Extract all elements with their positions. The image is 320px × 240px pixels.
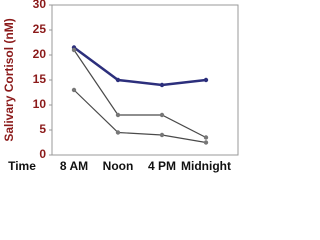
page: Salivary Cortisol (nM) Time 0 5 10 15 20 25 30… bbox=[2, 0, 239, 174]
x-axis-label: Time bbox=[8, 159, 36, 173]
x-tick-label: 4 PM bbox=[148, 159, 176, 173]
y-tick-label: 15 bbox=[33, 72, 47, 86]
point bbox=[159, 112, 165, 118]
series-line bbox=[73, 89, 207, 144]
y-tick-label: 5 bbox=[39, 122, 46, 136]
chart: Salivary Cortisol (nM) Time 0 5 10 15 20 25 30… bbox=[2, 0, 239, 173]
point bbox=[159, 82, 165, 88]
y-tick-label: 25 bbox=[33, 22, 47, 36]
point bbox=[115, 130, 121, 135]
point bbox=[203, 140, 209, 145]
point bbox=[115, 77, 121, 83]
point bbox=[203, 77, 209, 83]
x-tick-label: Midnight bbox=[181, 159, 231, 173]
point bbox=[159, 132, 165, 138]
plot-area bbox=[51, 4, 239, 156]
y-tick-label: 0 bbox=[39, 147, 46, 161]
x-tick-label: 8 AM bbox=[60, 159, 88, 173]
point bbox=[115, 112, 121, 118]
point bbox=[203, 135, 209, 140]
point bbox=[71, 47, 77, 53]
y-tick-label: 20 bbox=[33, 47, 47, 61]
series-line bbox=[73, 49, 207, 139]
x-tick-label: Noon bbox=[103, 159, 134, 173]
series-line bbox=[73, 46, 207, 87]
point bbox=[71, 87, 77, 93]
y-tick-label: 10 bbox=[33, 97, 47, 111]
y-tick-label: 30 bbox=[33, 0, 47, 11]
y-axis-label: Salivary Cortisol (nM) bbox=[2, 18, 16, 141]
